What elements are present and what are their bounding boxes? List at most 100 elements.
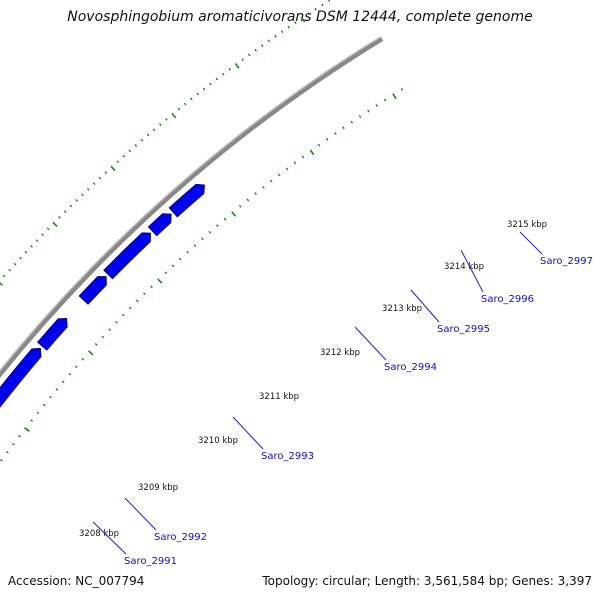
inner-tick	[317, 143, 321, 147]
outer-tick	[13, 262, 17, 266]
outer-tick	[8, 268, 11, 272]
kbp-label: 3214 kbp	[444, 262, 484, 272]
outer-tick	[294, 21, 297, 25]
outer-tick	[307, 12, 311, 16]
kbp-label: 3211 kbp	[259, 392, 299, 402]
gene-arrow	[147, 213, 172, 237]
inner-tick	[24, 427, 30, 432]
inner-tick	[178, 257, 182, 261]
outer-tick	[19, 256, 22, 260]
inner-tick	[74, 365, 78, 369]
outer-tick	[228, 67, 231, 71]
gene-label: Saro_2992	[154, 532, 207, 543]
gene-leader-line	[92, 521, 127, 555]
inner-tick	[0, 459, 3, 462]
inner-tick	[285, 167, 289, 171]
kbp-label: 3208 kbp	[79, 529, 119, 539]
gene-leader-line	[410, 289, 440, 323]
inner-tick	[128, 306, 132, 310]
inner-tick	[17, 435, 21, 438]
gene-arrow	[78, 276, 107, 305]
inner-tick	[87, 350, 94, 356]
inner-tick	[135, 299, 139, 303]
inner-tick	[231, 211, 237, 217]
accession-text: Accession: NC_007794	[8, 574, 145, 588]
outer-tick	[52, 221, 58, 228]
outer-tick	[75, 199, 79, 202]
inner-tick	[61, 380, 65, 384]
outer-tick	[183, 102, 187, 106]
inner-tick	[94, 342, 98, 346]
outer-tick	[63, 210, 67, 214]
inner-tick	[223, 217, 227, 221]
outer-tick	[300, 16, 306, 23]
outer-tick	[260, 44, 264, 48]
inner-tick	[81, 357, 85, 361]
outer-tick	[104, 171, 108, 174]
inner-tick	[150, 285, 153, 289]
outer-tick	[254, 48, 257, 52]
inner-tick	[375, 104, 378, 107]
inner-tick	[392, 93, 397, 100]
kbp-label: 3212 kbp	[320, 348, 360, 358]
outer-tick	[86, 187, 90, 191]
outer-tick	[241, 58, 244, 62]
inner-tick	[55, 388, 59, 391]
outer-tick	[215, 77, 219, 81]
outer-tick	[274, 34, 277, 38]
gene-track	[0, 183, 205, 408]
outer-tick	[110, 165, 116, 172]
inner-tick	[246, 198, 250, 202]
outer-tick-ring	[0, 0, 331, 286]
inner-tick	[254, 192, 257, 196]
outer-tick	[177, 107, 181, 111]
outer-tick	[81, 193, 84, 197]
gene-label: Saro_2994	[384, 362, 437, 373]
backbone-shadow	[0, 36, 382, 375]
inner-tick	[193, 244, 197, 247]
kbp-labels: 3208 kbp 3209 kbp 3210 kbp 3211 kbp 3212 kbp…	[79, 220, 547, 539]
inner-tick-ring	[0, 88, 404, 462]
gene-label: Saro_2997	[540, 256, 593, 267]
inner-tick	[216, 224, 219, 228]
inner-tick	[358, 115, 362, 118]
inner-tick	[115, 320, 118, 324]
outer-tick	[41, 233, 44, 237]
topology-text: Topology: circular; Length: 3,561,584 bp…	[262, 574, 592, 588]
inner-tick	[5, 450, 9, 454]
gene-label: Saro_2996	[481, 294, 534, 305]
outer-tick	[128, 149, 132, 153]
inner-tick	[157, 278, 163, 284]
outer-tick	[280, 30, 284, 34]
outer-tick	[158, 123, 162, 126]
inner-tick	[277, 173, 281, 177]
outer-tick	[134, 144, 138, 147]
kbp-label: 3213 kbp	[382, 304, 422, 314]
gene-arrow	[168, 183, 205, 218]
inner-tick	[201, 237, 204, 241]
outer-tick	[247, 53, 251, 57]
outer-tick	[140, 138, 144, 142]
outer-tick	[171, 112, 177, 119]
inner-tick	[30, 419, 34, 422]
inner-tick	[42, 403, 46, 407]
gene-arrow	[103, 232, 151, 280]
kbp-label: 3215 kbp	[507, 220, 547, 230]
outer-tick	[46, 227, 50, 231]
inner-tick	[309, 149, 315, 156]
inner-tick	[334, 132, 337, 135]
map-title: Novosphingobium aromaticivorans DSM 1244…	[67, 9, 533, 25]
outer-tick	[69, 204, 73, 208]
gene-leader-line	[124, 497, 157, 531]
outer-tick	[146, 133, 150, 137]
outer-tick	[2, 274, 6, 278]
inner-tick	[293, 161, 297, 165]
outer-tick	[116, 160, 120, 164]
outer-tick	[0, 282, 3, 286]
outer-tick	[196, 92, 200, 96]
kbp-label: 3209 kbp	[138, 483, 178, 493]
gene-arrow	[0, 347, 42, 408]
outer-tick	[267, 39, 271, 43]
inner-tick	[262, 185, 265, 189]
